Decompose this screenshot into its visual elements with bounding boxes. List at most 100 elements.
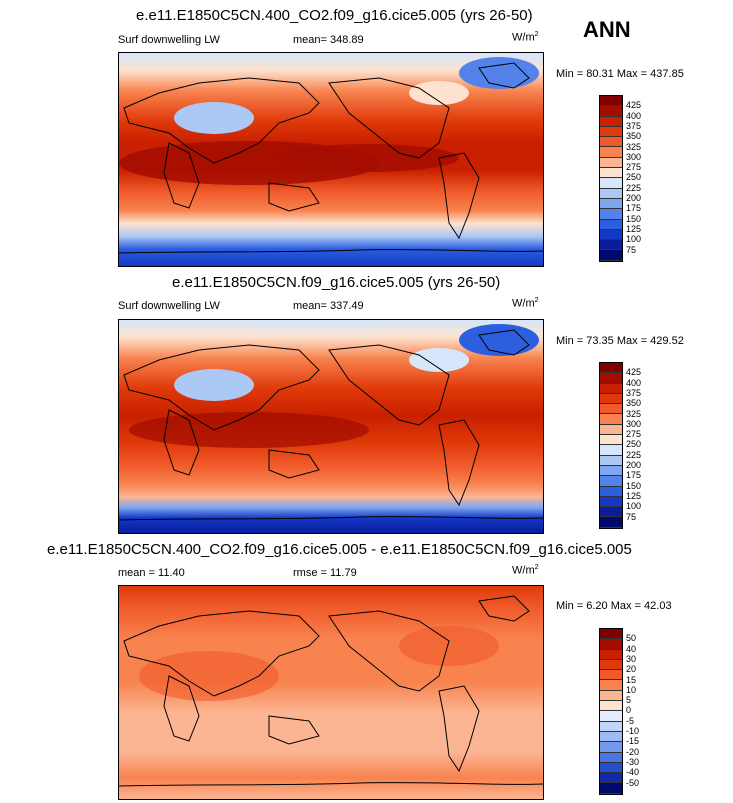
- panel-3-title: e.e11.E1850C5CN.400_CO2.f09_g16.cice5.00…: [47, 541, 632, 558]
- colorbar-swatch: [600, 373, 622, 384]
- colorbar-level-label: 225: [626, 449, 642, 460]
- panel-2-colorbar: [599, 362, 623, 529]
- colorbar-swatch: [600, 721, 622, 732]
- panel-1-title: e.e11.E1850C5CN.400_CO2.f09_g16.cice5.00…: [136, 7, 533, 24]
- colorbar-swatch: [600, 106, 622, 117]
- colorbar-level-label: 250: [626, 439, 642, 450]
- panel-3-units: W/m2: [512, 564, 539, 577]
- colorbar-swatch: [600, 435, 622, 446]
- panel-3-mean-label: mean = 11.40: [118, 567, 185, 579]
- colorbar-swatch: [600, 455, 622, 466]
- colorbar-swatch: [600, 168, 622, 179]
- colorbar-level-label: 100: [626, 501, 642, 512]
- colorbar-level-label: 150: [626, 480, 642, 491]
- panel-2-minmax: Min = 73.35 Max = 429.52: [556, 335, 684, 347]
- colorbar-swatch: [600, 690, 622, 702]
- colorbar-swatch: [600, 219, 622, 230]
- colorbar-swatch: [600, 157, 622, 169]
- colorbar-swatch: [600, 116, 622, 127]
- colorbar-level-label: 150: [626, 213, 642, 224]
- panel-2-units: W/m2: [512, 297, 539, 310]
- panel-1-units: W/m2: [512, 31, 539, 44]
- panel-3-map: [118, 585, 544, 800]
- panel-1-colorbar: [599, 95, 623, 262]
- panel-2-variable-label: Surf downwelling LW: [118, 300, 220, 312]
- colorbar-swatch: [600, 465, 622, 477]
- colorbar-level-label: 275: [626, 429, 642, 440]
- colorbar-level-label: 50: [626, 633, 637, 644]
- colorbar-swatch: [600, 711, 622, 722]
- colorbar-level-label: 0: [626, 705, 632, 716]
- panel-1-map: [118, 52, 544, 267]
- colorbar-swatch: [600, 476, 622, 487]
- season-label: ANN: [583, 17, 631, 42]
- colorbar-level-label: -50: [626, 777, 640, 788]
- colorbar-swatch: [600, 445, 622, 456]
- colorbar-level-label: -20: [626, 746, 640, 757]
- colorbar-level-label: 275: [626, 162, 642, 173]
- panel-1-mean-label: mean= 348.89: [293, 34, 364, 46]
- colorbar-level-label: -40: [626, 767, 640, 778]
- colorbar-level-label: 100: [626, 234, 642, 245]
- colorbar-swatch: [600, 188, 622, 199]
- colorbar-level-label: 125: [626, 223, 642, 234]
- panel-2-mean-label: mean= 337.49: [293, 300, 364, 312]
- colorbar-swatch: [600, 147, 622, 158]
- colorbar-level-label: 175: [626, 203, 642, 214]
- colorbar-swatch: [600, 496, 622, 508]
- colorbar-swatch: [600, 783, 622, 794]
- colorbar-level-label: 425: [626, 367, 642, 378]
- panel-2-map-graphic: [119, 320, 543, 533]
- colorbar-swatch: [600, 424, 622, 436]
- colorbar-swatch: [600, 393, 622, 405]
- colorbar-level-label: 15: [626, 674, 637, 685]
- colorbar-swatch: [600, 178, 622, 189]
- colorbar-swatch: [600, 250, 622, 261]
- colorbar-level-label: 350: [626, 131, 642, 142]
- colorbar-level-label: 300: [626, 418, 642, 429]
- colorbar-level-label: 400: [626, 377, 642, 388]
- panel-3-map-graphic: [119, 586, 543, 799]
- colorbar-swatch: [600, 670, 622, 681]
- colorbar-swatch: [600, 414, 622, 425]
- panel-3-minmax: Min = 6.20 Max = 42.03: [556, 600, 672, 612]
- panel-1-minmax: Min = 80.31 Max = 437.85: [556, 68, 684, 80]
- colorbar-swatch: [600, 240, 622, 251]
- colorbar-level-label: -30: [626, 756, 640, 767]
- colorbar-swatch: [600, 229, 622, 241]
- colorbar-level-label: 250: [626, 172, 642, 183]
- colorbar-swatch: [600, 126, 622, 138]
- panel-2-title: e.e11.E1850C5CN.f09_g16.cice5.005 (yrs 2…: [172, 274, 501, 291]
- colorbar-level-label: -5: [626, 715, 635, 726]
- colorbar-level-label: 75: [626, 511, 637, 522]
- colorbar-swatch: [600, 507, 622, 518]
- colorbar-swatch: [600, 752, 622, 763]
- colorbar-level-label: 30: [626, 653, 637, 664]
- colorbar-swatch: [600, 198, 622, 210]
- colorbar-swatch: [600, 659, 622, 671]
- colorbar-level-label: 10: [626, 684, 637, 695]
- colorbar-level-label: 325: [626, 141, 642, 152]
- colorbar-swatch: [600, 629, 622, 640]
- colorbar-level-label: 200: [626, 460, 642, 470]
- colorbar-level-label: -10: [626, 726, 640, 736]
- colorbar-level-label: 325: [626, 408, 642, 419]
- colorbar-swatch: [600, 363, 622, 374]
- panel-1-variable-label: Surf downwelling LW: [118, 34, 220, 46]
- colorbar-level-label: 225: [626, 182, 642, 193]
- panel-3-colorbar: [599, 628, 623, 795]
- colorbar-swatch: [600, 773, 622, 784]
- colorbar-level-label: 125: [626, 490, 642, 501]
- colorbar-level-label: 75: [626, 244, 637, 255]
- colorbar-swatch: [600, 742, 622, 753]
- colorbar-level-label: 175: [626, 470, 642, 481]
- colorbar-swatch: [600, 404, 622, 415]
- colorbar-level-label: -15: [626, 736, 640, 747]
- colorbar-level-label: 350: [626, 398, 642, 409]
- colorbar-swatch: [600, 486, 622, 497]
- colorbar-level-label: 400: [626, 110, 642, 121]
- colorbar-swatch: [600, 649, 622, 660]
- colorbar-swatch: [600, 209, 622, 220]
- colorbar-level-label: 5: [626, 695, 632, 706]
- colorbar-swatch: [600, 639, 622, 650]
